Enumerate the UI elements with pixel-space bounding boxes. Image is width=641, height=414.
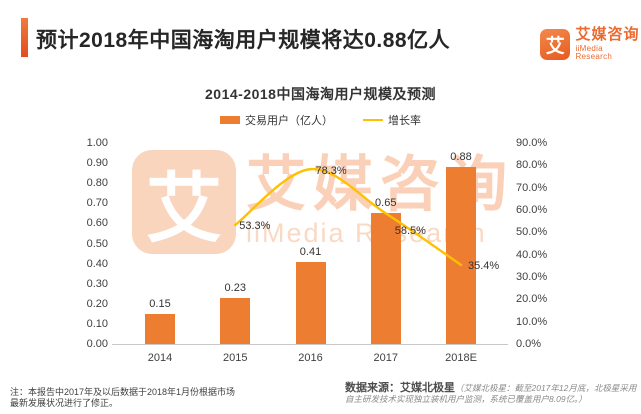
growth-point-label: 35.4% — [468, 259, 500, 272]
secondary-y-axis-tick-label: 50.0% — [516, 226, 548, 239]
x-axis-label: 2018E — [445, 352, 477, 364]
growth-point-label: 58.5% — [394, 225, 426, 238]
secondary-y-axis-tick-label: 30.0% — [516, 271, 548, 283]
secondary-y-axis-tick-label: 90.0% — [516, 137, 548, 149]
x-axis-label: 2014 — [147, 352, 173, 364]
growth-rate-path — [234, 167, 463, 267]
bar — [220, 297, 251, 344]
y-axis-tick-label: 0.70 — [86, 197, 108, 210]
y-axis-tick-label: 0.10 — [86, 317, 108, 330]
x-axis-label: 2016 — [298, 352, 323, 364]
y-axis-tick-label: 0.50 — [86, 237, 108, 250]
data-source-label: 数据来源：艾媒北极星 — [345, 382, 455, 394]
bar-value-label: 0.41 — [299, 245, 322, 258]
y-axis-tick-label: 1.00 — [86, 137, 108, 149]
chart-title: 2014-2018中国海淘用户规模及预测 — [205, 86, 436, 102]
secondary-y-axis-tick-label: 10.0% — [516, 315, 548, 328]
y-axis-tick-label: 0.40 — [86, 257, 108, 270]
legend-label-bar: 交易用户（亿人） — [245, 115, 333, 127]
bar — [295, 261, 326, 344]
x-axis-label: 2017 — [373, 352, 398, 364]
imedia-logo-icon: 艾 — [540, 28, 571, 60]
growth-point-label: 78.3% — [315, 165, 347, 178]
page-title: 预计2018年中国海淘用户规模将达0.88亿人 — [36, 29, 451, 52]
y-axis-tick-label: 0.90 — [86, 157, 108, 170]
x-axis-label: 2015 — [223, 352, 248, 364]
x-axis-line — [112, 344, 508, 345]
secondary-y-axis-tick-label: 60.0% — [516, 204, 548, 216]
bar-swatch-icon — [220, 116, 240, 124]
bar-value-label: 0.88 — [450, 151, 472, 164]
y-axis-tick-label: 0.30 — [86, 277, 108, 290]
line-swatch-icon — [363, 119, 383, 121]
bar-value-label: 0.23 — [224, 281, 246, 294]
chart-legend: 交易用户（亿人） 增长率 — [0, 112, 641, 128]
growth-point-label: 53.3% — [239, 219, 271, 232]
data-source-detail: （艾媒北极星：截至2017年12月底，北极星采用自主研发技术实现独立装机用户监测… — [345, 383, 637, 404]
logo-brand-cn: 艾媒咨询 — [575, 26, 640, 43]
y-axis-tick-label: 0.60 — [86, 217, 108, 230]
secondary-y-axis-tick-label: 80.0% — [516, 159, 548, 172]
logo-brand-en: iiMedia Research — [575, 44, 613, 61]
y-axis-tick-label: 0.80 — [86, 177, 108, 190]
header-accent-bar — [21, 18, 28, 57]
data-source-note: 数据来源：艾媒北极星（艾媒北极星：截至2017年12月底，北极星采用自主研发技术… — [345, 383, 637, 405]
bar — [145, 313, 175, 344]
secondary-y-axis-tick-label: 20.0% — [516, 293, 548, 306]
y-axis-tick-label: 0.20 — [86, 297, 108, 310]
bar-value-label: 0.15 — [149, 297, 171, 310]
footnote: 注：本报告中2017年及以后数据于2018年1月份根据市场最新发展状况进行了修正… — [10, 387, 236, 408]
secondary-y-axis-tick-label: 40.0% — [516, 248, 548, 261]
secondary-y-axis-tick-label: 0.0% — [516, 338, 542, 350]
bar — [446, 167, 476, 344]
imedia-logo: 艾 艾媒咨询 iiMedia Research — [540, 27, 641, 61]
legend-item-bar: 交易用户（亿人） — [220, 112, 333, 128]
legend-item-line: 增长率 — [363, 112, 421, 128]
legend-label-line: 增长率 — [388, 115, 421, 127]
secondary-y-axis-tick-label: 70.0% — [516, 181, 548, 194]
y-axis-tick-label: 0.00 — [86, 338, 108, 350]
bar-value-label: 0.65 — [375, 197, 397, 210]
